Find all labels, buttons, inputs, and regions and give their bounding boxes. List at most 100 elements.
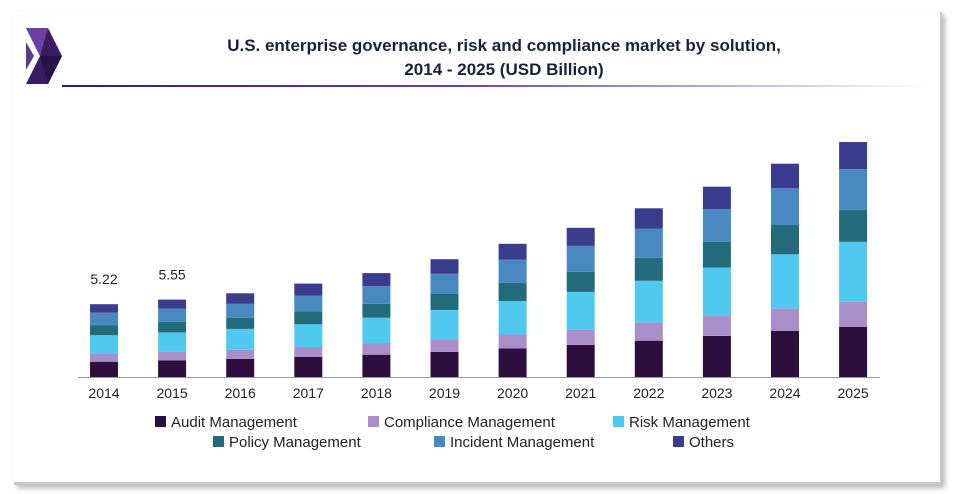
bar-segment-incident-management-2015 <box>158 308 187 322</box>
bar-segment-policy-management-2015 <box>158 321 187 333</box>
legend-label: Risk Management <box>629 414 751 431</box>
bar-segment-compliance-management-2020 <box>498 334 527 349</box>
bar-segment-others-2025 <box>839 142 868 170</box>
data-label: 5.22 <box>90 271 117 287</box>
bar-segment-policy-management-2018 <box>362 303 391 318</box>
bar-segment-incident-management-2016 <box>226 303 255 318</box>
bar-segment-others-2024 <box>771 163 799 189</box>
bar-segment-others-2018 <box>362 273 391 287</box>
bar-segment-policy-management-2022 <box>634 257 663 281</box>
bar-segment-others-2017 <box>294 283 323 296</box>
legend-swatch <box>155 416 166 427</box>
bar-segment-risk-management-2014 <box>90 335 118 354</box>
bar-segment-compliance-management-2021 <box>566 329 595 345</box>
bar-segment-risk-management-2021 <box>566 291 595 330</box>
data-label: 5.55 <box>158 267 185 283</box>
bar-segment-audit-management-2014 <box>90 361 118 377</box>
bar-segment-policy-management-2025 <box>839 209 868 242</box>
bar-segment-policy-management-2016 <box>226 317 255 329</box>
bar-segment-audit-management-2017 <box>294 356 323 377</box>
x-tick-label: 2021 <box>565 385 596 401</box>
bar-segment-incident-management-2025 <box>839 169 868 210</box>
chart-title-line-2: 2014 - 2025 (USD Billion) <box>404 60 604 79</box>
legend-label: Incident Management <box>450 434 595 451</box>
x-tick-label: 2023 <box>701 385 732 401</box>
bar-segment-incident-management-2021 <box>566 245 595 272</box>
bar-segment-others-2023 <box>702 186 731 209</box>
bar-segment-incident-management-2022 <box>634 228 663 258</box>
bar-segment-others-2022 <box>634 208 663 229</box>
bar-segment-audit-management-2023 <box>702 335 731 377</box>
legend-swatch <box>434 436 445 447</box>
bar-segment-audit-management-2016 <box>226 358 255 377</box>
bar-segment-others-2016 <box>226 293 255 304</box>
bar-segment-compliance-management-2014 <box>90 354 118 362</box>
bar-segment-incident-management-2018 <box>362 286 391 304</box>
bar-segment-others-2020 <box>498 243 527 260</box>
bar-segment-risk-management-2022 <box>634 280 663 323</box>
legend-swatch <box>673 436 684 447</box>
bar-segment-policy-management-2019 <box>430 294 459 310</box>
x-tick-label: 2015 <box>157 385 188 401</box>
bar-segment-risk-management-2024 <box>771 254 799 309</box>
bar-segment-incident-management-2023 <box>702 209 731 242</box>
bar-segment-risk-management-2017 <box>294 324 323 347</box>
legend-swatch <box>613 416 624 427</box>
bar-segment-policy-management-2024 <box>771 225 799 255</box>
x-tick-label: 2022 <box>633 385 664 401</box>
bar-segment-compliance-management-2015 <box>158 351 187 361</box>
bar-segment-compliance-management-2023 <box>702 315 731 336</box>
bar-segment-compliance-management-2018 <box>362 343 391 355</box>
bar-segment-audit-management-2022 <box>634 340 663 377</box>
legend-label: Compliance Management <box>384 414 556 431</box>
x-tick-label: 2024 <box>769 385 800 401</box>
bar-segment-risk-management-2015 <box>158 332 187 352</box>
bar-segment-policy-management-2023 <box>702 241 731 268</box>
bar-segment-audit-management-2025 <box>839 326 868 377</box>
bar-segment-compliance-management-2025 <box>839 301 868 327</box>
bar-segment-incident-management-2019 <box>430 273 459 294</box>
bar-segment-policy-management-2017 <box>294 311 323 325</box>
bar-segment-incident-management-2020 <box>498 259 527 283</box>
title-underline <box>62 85 930 87</box>
legend-label: Others <box>689 434 734 451</box>
legend-swatch <box>368 416 379 427</box>
bar-segment-audit-management-2019 <box>430 351 459 377</box>
legend-label: Audit Management <box>171 414 298 431</box>
bar-segment-audit-management-2021 <box>566 344 595 377</box>
bar-segment-others-2021 <box>566 227 595 246</box>
bar-segment-policy-management-2014 <box>90 325 118 336</box>
x-tick-label: 2020 <box>497 385 528 401</box>
bar-segment-audit-management-2015 <box>158 360 187 377</box>
bar-segment-others-2019 <box>430 259 459 274</box>
x-tick-label: 2018 <box>361 385 392 401</box>
bar-segment-audit-management-2020 <box>498 348 527 377</box>
bar-segment-risk-management-2019 <box>430 310 459 340</box>
bar-segment-risk-management-2023 <box>702 267 731 316</box>
x-tick-label: 2025 <box>838 385 869 401</box>
bar-segment-risk-management-2025 <box>839 241 868 302</box>
bar-segment-risk-management-2016 <box>226 328 255 350</box>
x-tick-label: 2014 <box>88 385 119 401</box>
bar-segment-others-2014 <box>90 304 118 313</box>
x-tick-label: 2016 <box>225 385 256 401</box>
bar-segment-incident-management-2017 <box>294 295 323 312</box>
brand-logo-icon <box>26 28 62 84</box>
bar-segment-risk-management-2018 <box>362 317 391 344</box>
x-tick-label: 2017 <box>293 385 324 401</box>
legend-swatch <box>213 436 224 447</box>
bar-segment-incident-management-2024 <box>771 188 799 226</box>
bar-segment-compliance-management-2017 <box>294 347 323 357</box>
chart-title: U.S. enterprise governance, risk and com… <box>124 34 884 82</box>
bar-segment-incident-management-2014 <box>90 312 118 326</box>
bar-segment-compliance-management-2022 <box>634 322 663 341</box>
bar-segment-others-2015 <box>158 299 187 309</box>
legend-label: Policy Management <box>229 434 362 451</box>
bar-segment-policy-management-2021 <box>566 271 595 292</box>
x-tick-label: 2019 <box>429 385 460 401</box>
bar-segment-audit-management-2024 <box>771 331 799 377</box>
bar-segment-risk-management-2020 <box>498 301 527 335</box>
bar-segment-compliance-management-2016 <box>226 349 255 359</box>
bar-segment-compliance-management-2019 <box>430 339 459 352</box>
